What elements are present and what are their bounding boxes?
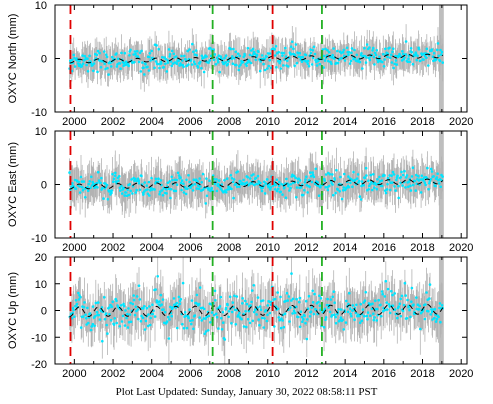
x-tick-label: 2008 (217, 116, 241, 128)
y-axis-label: OXYC East (mm) (7, 142, 19, 227)
x-tick-label: 2010 (256, 242, 280, 254)
x-tick-label: 2006 (178, 242, 202, 254)
x-tick-label: 2016 (372, 116, 396, 128)
y-tick-label: 0 (41, 54, 47, 66)
y-tick-label: 20 (35, 252, 47, 264)
x-tick-label: 2004 (139, 368, 163, 380)
x-tick-label: 2006 (178, 116, 202, 128)
x-tick-label: 2012 (294, 116, 318, 128)
panel-1: 2000 2002 2004 2006 2008 2010 2012 2014 2016 2018… (7, 0, 473, 128)
plot-area (68, 257, 444, 364)
y-tick-label: 0 (41, 180, 47, 192)
x-tick-label: 2012 (294, 368, 318, 380)
y-tick-label: -10 (31, 107, 47, 119)
x-tick-label: 2002 (101, 116, 125, 128)
x-tick-label: 2000 (62, 368, 86, 380)
data-points (68, 166, 444, 205)
y-tick-label: 10 (35, 0, 47, 12)
x-tick-label: 2002 (101, 242, 125, 254)
x-tick-label: 2016 (372, 368, 396, 380)
x-tick-label: 2002 (101, 368, 125, 380)
x-tick-label: 2018 (410, 242, 434, 254)
x-tick-label: 2016 (372, 242, 396, 254)
y-tick-label: -20 (31, 359, 47, 371)
panel-2: 2000 2002 2004 2006 2008 2010 2012 2014 2016 2018… (7, 126, 473, 254)
y-tick-label: -10 (31, 332, 47, 344)
model-fit-line (69, 53, 444, 64)
x-tick-label: 2020 (449, 368, 473, 380)
x-tick-label: 2000 (62, 116, 86, 128)
plot-area (68, 131, 444, 238)
x-tick-label: 2012 (294, 242, 318, 254)
x-tick-label: 2018 (410, 116, 434, 128)
x-tick-label: 2014 (333, 242, 357, 254)
plot-last-updated-text: Plot Last Updated: Sunday, January 30, 2… (115, 386, 378, 398)
x-tick-label: 2010 (256, 368, 280, 380)
x-tick-label: 2018 (410, 368, 434, 380)
y-tick-label: 0 (41, 306, 47, 318)
x-tick-label: 2000 (62, 242, 86, 254)
x-tick-label: 2014 (333, 368, 357, 380)
x-tick-label: 2004 (139, 242, 163, 254)
panel-3: 2000 2002 2004 2006 2008 2010 2012 2014 2016 2018… (7, 252, 473, 380)
x-tick-label: 2006 (178, 368, 202, 380)
y-axis-label: OXYC North (mm) (7, 14, 19, 104)
y-tick-label: -10 (31, 233, 47, 245)
x-tick-label: 2020 (449, 116, 473, 128)
plot-area (68, 5, 445, 112)
x-tick-label: 2020 (449, 242, 473, 254)
y-axis-label: OXYC Up (mm) (7, 272, 19, 349)
model-fit-line (69, 304, 444, 318)
x-tick-label: 2014 (333, 116, 357, 128)
x-tick-label: 2008 (217, 242, 241, 254)
x-tick-label: 2010 (256, 116, 280, 128)
y-tick-label: 10 (35, 126, 47, 138)
x-tick-label: 2004 (139, 116, 163, 128)
y-tick-label: 10 (35, 279, 47, 291)
x-tick-label: 2008 (217, 368, 241, 380)
end-error-band (438, 5, 444, 112)
end-error-band (438, 131, 444, 238)
model-fit-line (69, 178, 444, 190)
